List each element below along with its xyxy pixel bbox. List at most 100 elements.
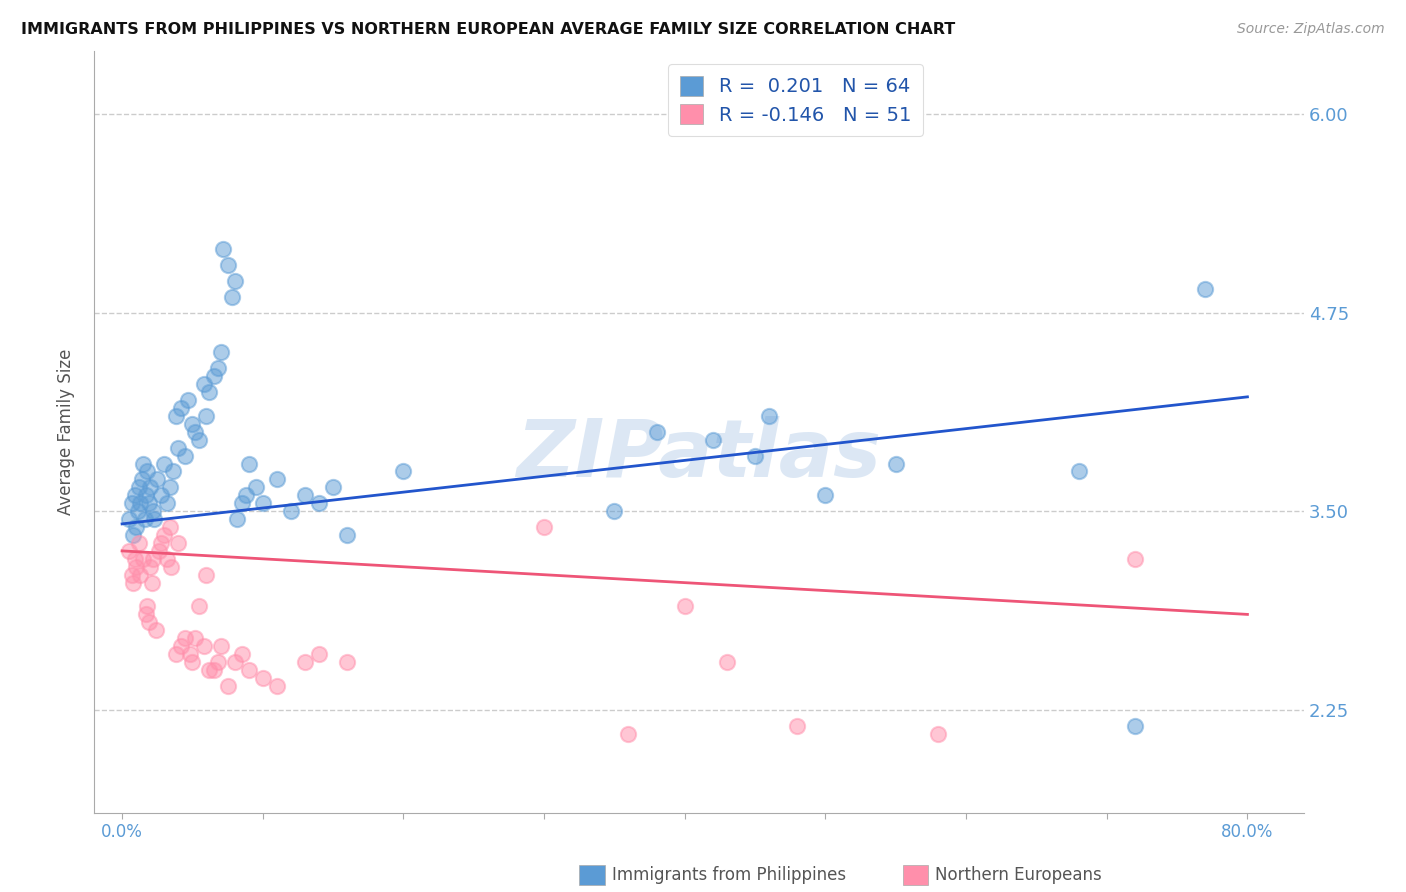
Point — [146, 472, 169, 486]
Point — [927, 726, 949, 740]
Point — [118, 544, 141, 558]
Point — [195, 567, 218, 582]
Point — [202, 369, 225, 384]
Point — [188, 433, 211, 447]
Point — [716, 655, 738, 669]
Point — [198, 663, 221, 677]
Point — [132, 551, 155, 566]
Point — [131, 472, 153, 486]
Point — [150, 488, 173, 502]
Point — [160, 559, 183, 574]
Point — [884, 457, 907, 471]
Point — [138, 496, 160, 510]
Point — [135, 488, 157, 502]
Point — [143, 512, 166, 526]
Point — [165, 409, 187, 423]
Point — [124, 488, 146, 502]
Point — [702, 433, 724, 447]
Point — [209, 345, 232, 359]
Point — [308, 647, 330, 661]
Point — [167, 441, 190, 455]
Text: Source: ZipAtlas.com: Source: ZipAtlas.com — [1237, 22, 1385, 37]
Point — [135, 607, 157, 622]
Point — [266, 679, 288, 693]
Point — [181, 417, 204, 431]
Point — [142, 504, 165, 518]
Point — [141, 575, 163, 590]
Point — [235, 488, 257, 502]
Point — [121, 567, 143, 582]
Point — [209, 639, 232, 653]
Point — [195, 409, 218, 423]
Point — [744, 449, 766, 463]
Point — [159, 480, 181, 494]
Point — [198, 385, 221, 400]
Point — [188, 599, 211, 614]
Point — [184, 425, 207, 439]
Point — [280, 504, 302, 518]
Point — [603, 504, 626, 518]
Point — [207, 361, 229, 376]
Point — [1067, 465, 1090, 479]
Point — [294, 488, 316, 502]
Point — [122, 528, 145, 542]
Point — [132, 457, 155, 471]
Point — [179, 647, 201, 661]
Point — [167, 536, 190, 550]
Point — [153, 528, 176, 542]
Point — [122, 575, 145, 590]
Point — [217, 258, 239, 272]
Point — [322, 480, 344, 494]
Point — [174, 632, 197, 646]
Point — [207, 655, 229, 669]
Point — [127, 504, 149, 518]
Point — [224, 655, 246, 669]
Point — [165, 647, 187, 661]
Point — [142, 551, 165, 566]
Point — [786, 718, 808, 732]
Point — [238, 663, 260, 677]
Point — [1123, 718, 1146, 732]
Legend: R =  0.201   N = 64, R = -0.146   N = 51: R = 0.201 N = 64, R = -0.146 N = 51 — [668, 64, 922, 136]
Point — [245, 480, 267, 494]
Point — [308, 496, 330, 510]
Point — [125, 520, 148, 534]
Point — [121, 496, 143, 510]
Point — [336, 528, 359, 542]
Text: Northern Europeans: Northern Europeans — [935, 866, 1102, 884]
Point — [1123, 551, 1146, 566]
Point — [181, 655, 204, 669]
Point — [184, 632, 207, 646]
Point — [153, 457, 176, 471]
Point — [118, 512, 141, 526]
Point — [145, 624, 167, 638]
Text: ZIPatlas: ZIPatlas — [516, 416, 882, 493]
Point — [336, 655, 359, 669]
Point — [156, 496, 179, 510]
Point — [129, 567, 152, 582]
Point — [226, 512, 249, 526]
Point — [202, 663, 225, 677]
Point — [177, 392, 200, 407]
Point — [124, 551, 146, 566]
Point — [252, 496, 274, 510]
Point — [814, 488, 837, 502]
Point — [224, 274, 246, 288]
Point — [162, 465, 184, 479]
Point — [174, 449, 197, 463]
Point — [139, 559, 162, 574]
Point — [252, 671, 274, 685]
Point — [193, 639, 215, 653]
Point — [212, 242, 235, 256]
Point — [673, 599, 696, 614]
Point — [139, 480, 162, 494]
Point — [266, 472, 288, 486]
Point — [150, 536, 173, 550]
Point — [758, 409, 780, 423]
Point — [217, 679, 239, 693]
Point — [128, 480, 150, 494]
Point — [148, 544, 170, 558]
Point — [231, 496, 253, 510]
Point — [129, 496, 152, 510]
Point — [617, 726, 640, 740]
